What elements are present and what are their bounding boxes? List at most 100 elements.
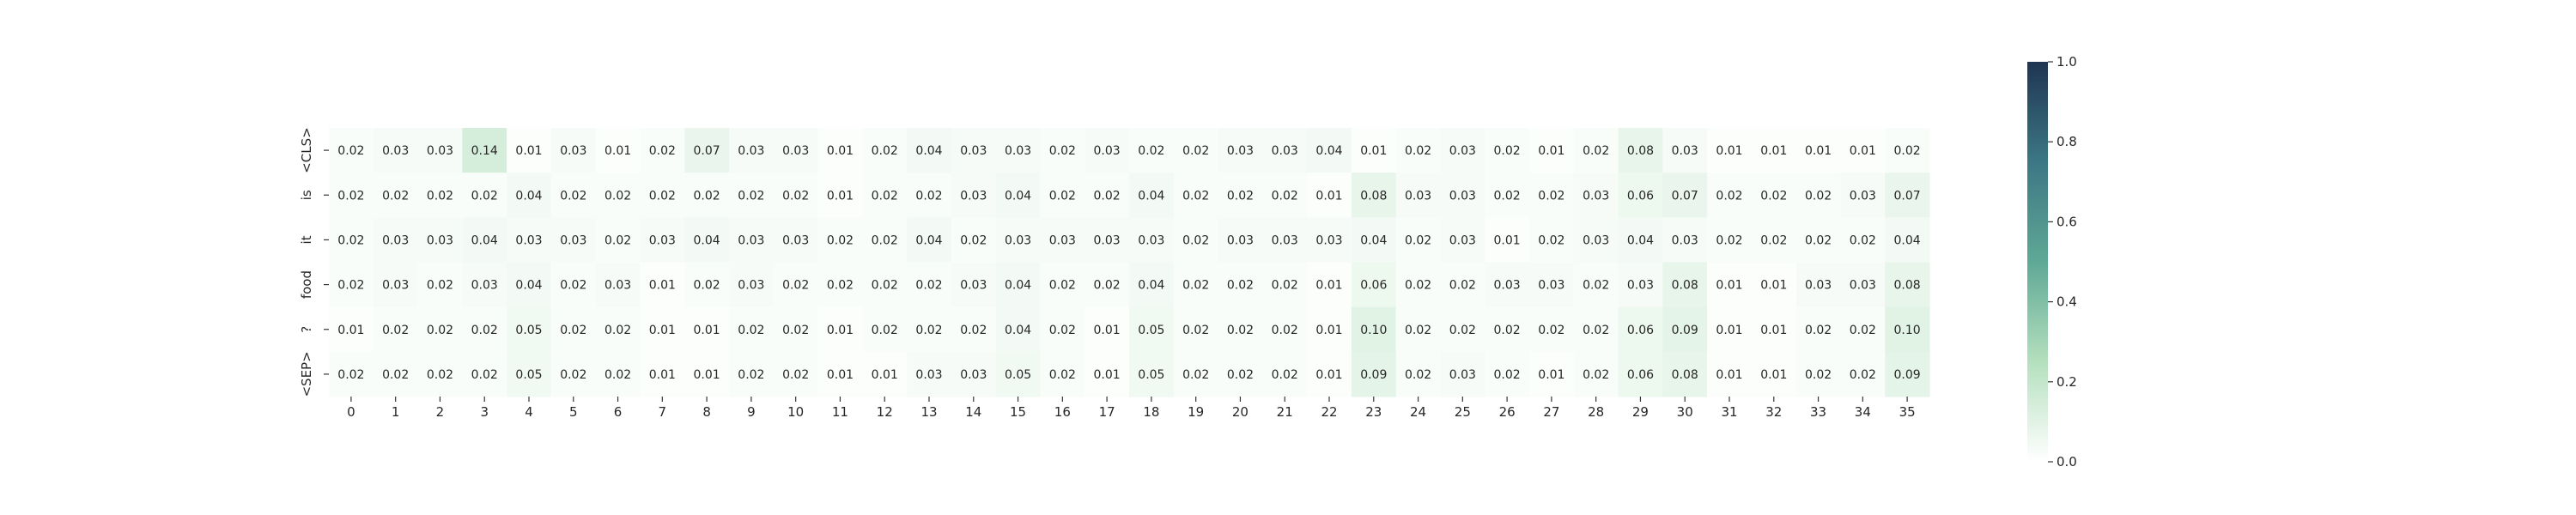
heatmap-cell-r1-c30 bbox=[1662, 173, 1708, 218]
cell-value-label: 0.03 bbox=[782, 233, 809, 247]
cell-value-label: 0.01 bbox=[1760, 144, 1787, 158]
cell-value-label: 0.02 bbox=[782, 189, 809, 203]
heatmap-cell-r3-c31 bbox=[1707, 262, 1753, 308]
cell-value-label: 0.02 bbox=[1850, 233, 1876, 247]
cell-value-label: 0.10 bbox=[1894, 324, 1921, 337]
cell-value-label: 0.02 bbox=[1583, 324, 1609, 337]
heatmap-cell-r4-c34 bbox=[1840, 306, 1886, 353]
cell-value-label: 0.07 bbox=[694, 144, 720, 158]
cell-value-label: 0.03 bbox=[1227, 233, 1254, 247]
cell-value-label: 0.02 bbox=[605, 324, 631, 337]
heatmap-cell-r2-c24 bbox=[1395, 217, 1442, 264]
cell-value-label: 0.02 bbox=[605, 233, 631, 247]
heatmap-cell-r5-c32 bbox=[1751, 351, 1797, 397]
heatmap-cell-r5-c35 bbox=[1885, 351, 1930, 397]
heatmap-cell-r1-c13 bbox=[907, 173, 952, 218]
heatmap-cell-r3-c21 bbox=[1262, 262, 1308, 308]
cell-value-label: 0.03 bbox=[1138, 233, 1164, 247]
cell-value-label: 0.01 bbox=[827, 324, 854, 337]
heatmap-cell-r0-c31 bbox=[1707, 128, 1753, 173]
cell-value-label: 0.02 bbox=[1760, 189, 1787, 203]
heatmap-cell-r2-c4 bbox=[507, 217, 552, 264]
heatmap-cell-r2-c34 bbox=[1840, 217, 1886, 264]
cell-value-label: 0.02 bbox=[382, 368, 409, 382]
cell-value-label: 0.02 bbox=[337, 189, 364, 203]
heatmap-cell-r4-c7 bbox=[640, 306, 685, 353]
heatmap-cell-r0-c6 bbox=[595, 128, 641, 173]
heatmap-cell-r2-c21 bbox=[1262, 217, 1308, 264]
cell-value-label: 0.03 bbox=[960, 279, 987, 293]
cell-value-label: 0.04 bbox=[515, 279, 542, 293]
heatmap-cell-r5-c15 bbox=[995, 351, 1042, 397]
cell-value-label: 0.02 bbox=[1449, 279, 1476, 293]
cell-value-label: 0.02 bbox=[1494, 144, 1521, 158]
cell-value-label: 0.01 bbox=[827, 144, 854, 158]
heatmap-cell-r1-c6 bbox=[595, 173, 641, 218]
heatmap-cell-r4-c31 bbox=[1707, 306, 1753, 353]
x-tick-label: 20 bbox=[1232, 404, 1249, 420]
heatmap-cell-r2-c9 bbox=[729, 217, 775, 264]
heatmap-cell-r0-c11 bbox=[817, 128, 863, 173]
heatmap-cell-r0-c34 bbox=[1840, 128, 1886, 173]
heatmap-cell-r0-c21 bbox=[1262, 128, 1308, 173]
cell-value-label: 0.02 bbox=[1716, 233, 1742, 247]
heatmap-cell-r1-c7 bbox=[640, 173, 685, 218]
cell-value-label: 0.03 bbox=[427, 144, 453, 158]
x-tick-label: 31 bbox=[1721, 404, 1737, 420]
heatmap-cell-r3-c33 bbox=[1795, 262, 1842, 308]
heatmap-cell-r3-c24 bbox=[1395, 262, 1442, 308]
cell-value-label: 0.03 bbox=[1850, 189, 1876, 203]
heatmap-cell-r1-c21 bbox=[1262, 173, 1308, 218]
heatmap-cell-r5-c20 bbox=[1218, 351, 1263, 397]
colorbar-tick-label: 0.0 bbox=[2057, 454, 2077, 470]
cell-value-label: 0.02 bbox=[427, 279, 453, 293]
heatmap-cell-r2-c14 bbox=[951, 217, 997, 264]
heatmap-cell-r4-c26 bbox=[1485, 306, 1530, 353]
cell-value-label: 0.02 bbox=[1227, 189, 1254, 203]
cell-value-label: 0.03 bbox=[605, 279, 631, 293]
heatmap-cell-r1-c23 bbox=[1351, 173, 1397, 218]
cell-value-label: 0.02 bbox=[337, 233, 364, 247]
heatmap-cell-r4-c6 bbox=[595, 306, 641, 353]
heatmap-cell-r3-c11 bbox=[817, 262, 863, 308]
x-tick-label: 26 bbox=[1499, 404, 1516, 420]
heatmap-cell-r2-c29 bbox=[1618, 217, 1663, 264]
x-tick-label: 29 bbox=[1632, 404, 1649, 420]
x-tick-label: 30 bbox=[1677, 404, 1693, 420]
heatmap-cell-r3-c0 bbox=[329, 262, 374, 308]
cell-value-label: 0.02 bbox=[915, 189, 942, 203]
x-tick-label: 35 bbox=[1899, 404, 1916, 420]
cell-value-label: 0.03 bbox=[1005, 233, 1031, 247]
cell-value-label: 0.02 bbox=[605, 368, 631, 382]
cell-value-label: 0.02 bbox=[471, 368, 498, 382]
heatmap-cell-r2-c16 bbox=[1040, 217, 1085, 264]
cell-value-label: 0.08 bbox=[1672, 279, 1698, 293]
cell-value-label: 0.02 bbox=[1272, 324, 1298, 337]
x-axis: 0 1 2 3 4 5 6 7 8 9 10 11 12 13 14 15 16 17 18 19 20 21 22 23 24… bbox=[347, 397, 1916, 420]
heatmap-cell-r2-c1 bbox=[373, 217, 419, 264]
cell-value-label: 0.02 bbox=[1850, 368, 1876, 382]
heatmap-cell-r4-c3 bbox=[462, 306, 507, 353]
x-tick-label: 8 bbox=[702, 404, 711, 420]
x-tick-label: 12 bbox=[877, 404, 893, 420]
cell-value-label: 0.01 bbox=[1760, 279, 1787, 293]
heatmap-cell-r5-c8 bbox=[684, 351, 730, 397]
cell-value-label: 0.04 bbox=[1005, 324, 1031, 337]
heatmap-cell-r2-c32 bbox=[1751, 217, 1797, 264]
heatmap-cell-r5-c0 bbox=[329, 351, 374, 397]
heatmap-cell-r5-c6 bbox=[595, 351, 641, 397]
heatmap-cell-r0-c29 bbox=[1618, 128, 1663, 173]
heatmap-cell-r5-c19 bbox=[1173, 351, 1219, 397]
cell-value-label: 0.03 bbox=[738, 233, 764, 247]
cell-value-label: 0.03 bbox=[1272, 233, 1298, 247]
cell-value-label: 0.07 bbox=[1672, 189, 1698, 203]
heatmap-cell-r3-c14 bbox=[951, 262, 997, 308]
cell-value-label: 0.03 bbox=[1850, 279, 1876, 293]
heatmap-cell-r5-c7 bbox=[640, 351, 685, 397]
x-tick-label: 7 bbox=[659, 404, 667, 420]
heatmap-cell-r0-c27 bbox=[1529, 128, 1575, 173]
cell-value-label: 0.02 bbox=[427, 368, 453, 382]
heatmap-cell-r2-c19 bbox=[1173, 217, 1219, 264]
heatmap-cell-r3-c13 bbox=[907, 262, 952, 308]
cell-value-label: 0.01 bbox=[827, 189, 854, 203]
